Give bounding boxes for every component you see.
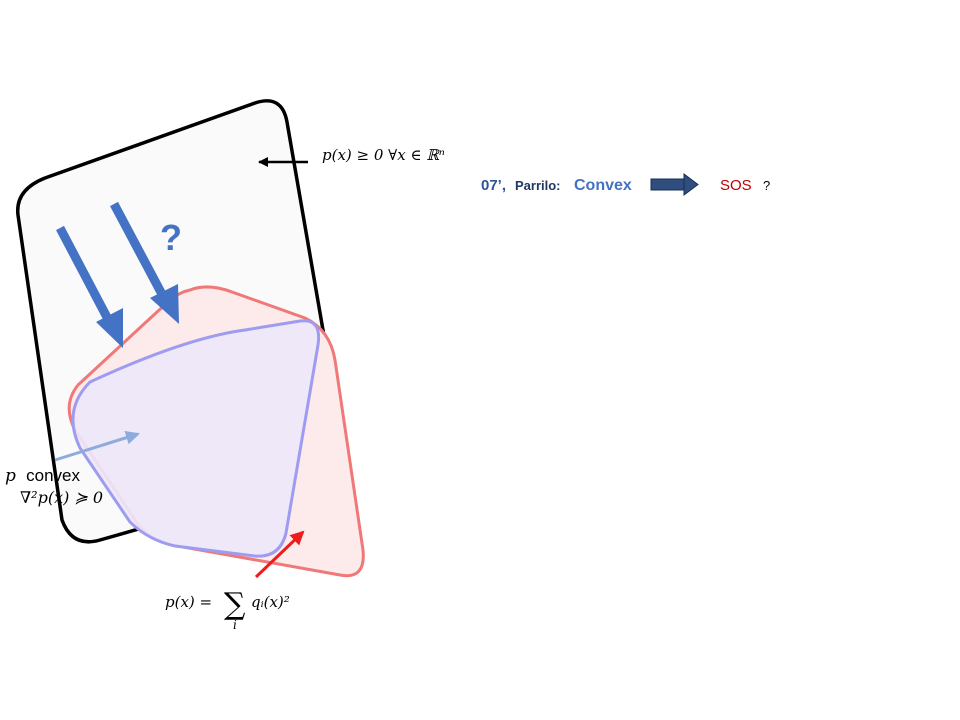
convex-pointer-arrow-icon (54, 430, 140, 462)
convex-hessian-label: ∇²p(x) ≽ 0 (20, 488, 103, 507)
convex-set-region (71, 319, 321, 558)
headline-sos: SOS (720, 177, 752, 194)
headline-year: 07’, (481, 177, 506, 194)
inclusion-arrow-right-icon (110, 201, 179, 324)
sos-formula-rhs: qᵢ(x)² (251, 593, 290, 611)
inclusion-arrow-left-icon (56, 225, 123, 348)
sos-pointer-arrow-icon (254, 530, 305, 579)
headline-convex: Convex (574, 177, 632, 194)
sos-formula-sum-symbol: ∑ (224, 587, 246, 622)
right-arrow-icon (650, 173, 699, 196)
convex-label-word: convex (26, 466, 80, 485)
headline-question: ? (763, 178, 770, 193)
convex-label-p: p (5, 466, 16, 486)
headline-author: Parrilo: (515, 178, 561, 193)
nonneg-label: p(x) ≥ 0 ∀x ∈ ℝⁿ (322, 146, 445, 164)
sos-formula-index: i (233, 618, 237, 632)
sos-formula-lhs: p(x) = (165, 593, 212, 611)
convex-label-line1: p convex (5, 466, 81, 486)
question-mark: ? (160, 217, 182, 258)
